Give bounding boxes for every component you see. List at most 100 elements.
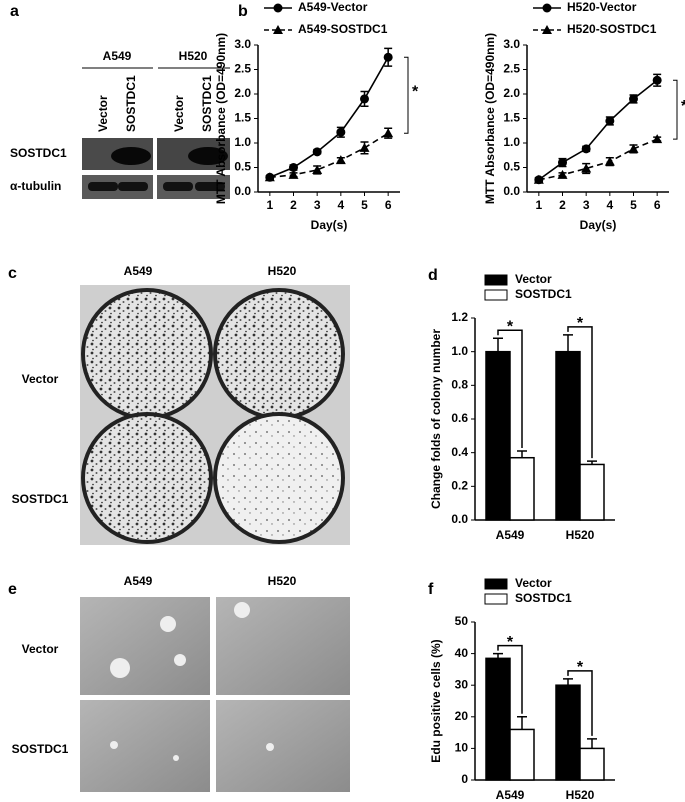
legend-label: H520-SOSTDC1 [567, 22, 657, 36]
annotation: * [681, 98, 685, 115]
photo [80, 597, 210, 695]
marker [605, 116, 615, 126]
marker [312, 164, 323, 174]
y-tick-label: 30 [455, 677, 469, 691]
y-tick-label: 2.5 [234, 62, 251, 76]
marker [335, 155, 346, 165]
y-axis-label: Edu positive cells (%) [429, 639, 443, 762]
marker [628, 143, 639, 153]
x-tick-label: 6 [654, 198, 661, 212]
legend-label: A549-SOSTDC1 [298, 22, 388, 36]
column-label: A549 [124, 574, 153, 588]
panel-label: b [238, 3, 248, 20]
row-label: SOSTDC1 [10, 146, 67, 160]
y-tick-label: 2.5 [503, 62, 520, 76]
row-label: SOSTDC1 [12, 742, 69, 756]
cell [110, 658, 130, 678]
band [188, 147, 228, 165]
legend-swatch [484, 274, 508, 286]
line [538, 138, 658, 181]
bracket [673, 79, 678, 140]
cell [173, 755, 179, 761]
x-tick-label: 6 [385, 198, 392, 212]
y-tick-label: 0.0 [234, 184, 251, 198]
marker [273, 3, 283, 13]
row-label: Vector [22, 642, 59, 656]
cell [234, 602, 250, 618]
marker [312, 147, 322, 157]
y-tick-label: 3.0 [503, 37, 520, 51]
marker [273, 25, 283, 34]
y-tick-label: 1.5 [503, 111, 520, 125]
band [195, 182, 225, 191]
legend-label: Vector [515, 272, 552, 286]
bracket [567, 670, 593, 736]
error-bar [563, 678, 573, 686]
x-tick-label: 5 [361, 198, 368, 212]
bracket [497, 644, 523, 714]
colony-photo: A549 H520 Vector SOSTDC1 [12, 264, 350, 545]
annotation: * [577, 659, 584, 676]
legend-swatch [484, 578, 508, 590]
bar [555, 684, 581, 781]
x-tick-label: 4 [606, 198, 613, 212]
legend-label: H520-Vector [567, 0, 637, 14]
row-label: SOSTDC1 [12, 492, 69, 506]
y-tick-label: 1.2 [451, 310, 468, 324]
y-tick-label: 20 [455, 709, 469, 723]
line [269, 132, 389, 179]
error-bar [517, 716, 527, 730]
y-tick-label: 1.0 [451, 344, 468, 358]
y-tick-label: 10 [455, 741, 469, 755]
x-tick-label: A549 [496, 788, 525, 802]
legend-label: SOSTDC1 [515, 287, 572, 301]
dish [81, 412, 213, 544]
y-tick-label: 0.5 [503, 160, 520, 174]
y-tick-label: 0.5 [234, 160, 251, 174]
bar [579, 463, 605, 521]
dish [213, 288, 345, 420]
x-axis-label: Day(s) [580, 218, 617, 232]
y-tick-label: 0.4 [451, 445, 468, 459]
marker [652, 134, 663, 144]
y-tick-label: 50 [455, 614, 469, 628]
column-label: H520 [268, 574, 297, 588]
western-blot: A549 H520 Vector SOSTDC1 Vector SOSTDC1 … [10, 49, 230, 199]
annotation: * [412, 83, 419, 100]
column-label: A549 [124, 264, 153, 278]
x-tick-label: 3 [314, 198, 321, 212]
x-tick-label: H520 [566, 528, 595, 542]
marker [557, 169, 568, 179]
marker [336, 127, 346, 137]
x-tick-label: H520 [566, 788, 595, 802]
marker [359, 142, 370, 152]
cell [266, 743, 274, 751]
row-label: α-tubulin [10, 179, 61, 193]
y-tick-label: 40 [455, 646, 469, 660]
marker [383, 52, 393, 62]
line [269, 56, 389, 179]
panel-label: a [10, 3, 19, 20]
legend-label: A549-Vector [298, 0, 368, 14]
panel-label: e [8, 581, 17, 598]
band [163, 182, 193, 191]
bracket [567, 326, 593, 459]
lane-label: SOSTDC1 [200, 75, 214, 132]
y-tick-label: 0.0 [503, 184, 520, 198]
y-tick-label: 2.0 [234, 86, 251, 100]
cell-line: H520 [179, 49, 208, 63]
marker [542, 3, 552, 13]
error-bar [587, 460, 597, 465]
marker [288, 169, 299, 179]
band [88, 182, 118, 191]
marker [383, 128, 394, 138]
marker [264, 172, 275, 182]
y-tick-label: 0 [461, 772, 468, 786]
row-label: Vector [22, 372, 59, 386]
y-tick-label: 0.0 [451, 512, 468, 526]
cell [110, 741, 118, 749]
error-bar [493, 652, 503, 659]
column-label: H520 [268, 264, 297, 278]
photo [216, 700, 350, 792]
